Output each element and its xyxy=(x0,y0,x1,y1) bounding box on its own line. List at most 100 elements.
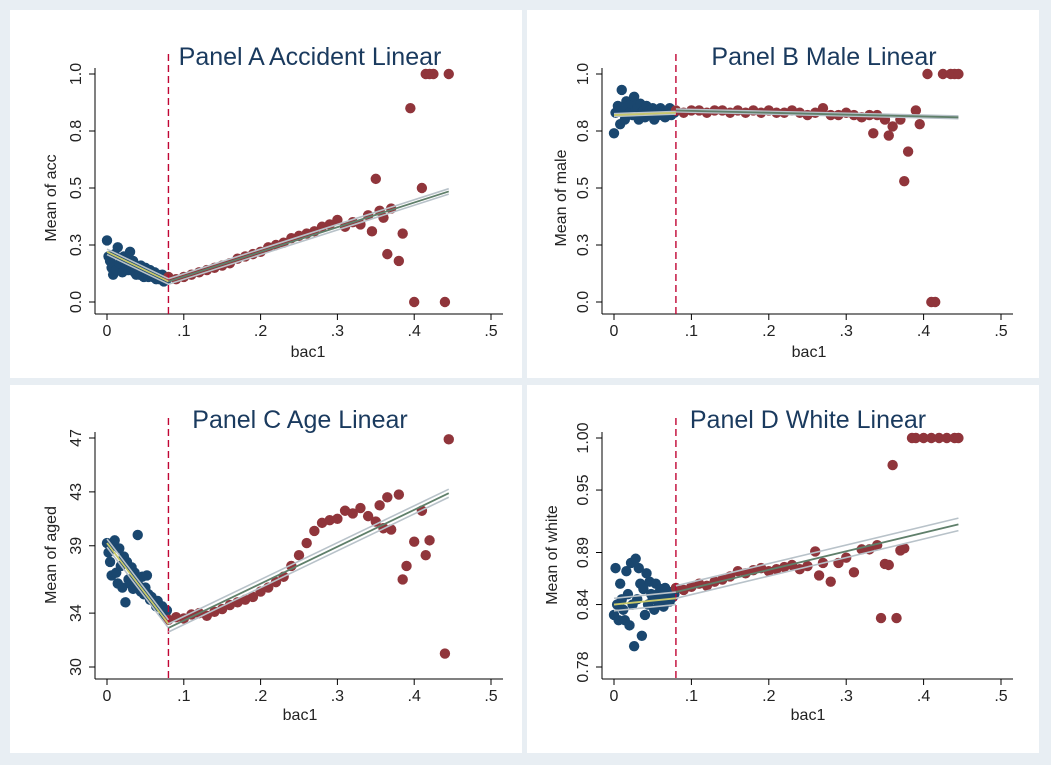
x-tick-label: 0 xyxy=(103,688,112,705)
x-tick-label: 0 xyxy=(103,323,112,340)
data-point-right xyxy=(439,648,451,659)
data-point-left xyxy=(614,578,626,589)
y-tick-label: 1.0 xyxy=(68,63,85,85)
chart-title: Panel C Age Linear xyxy=(192,406,407,434)
y-tick-label: 0.5 xyxy=(575,177,592,199)
panel-a: Panel A Accident Linear bac1 Mean of acc… xyxy=(10,10,522,378)
y-tick-label: 0.0 xyxy=(575,291,592,313)
x-tick-label: .3 xyxy=(840,323,853,340)
data-point-right xyxy=(362,510,374,522)
y-tick-label: 0.89 xyxy=(575,537,592,568)
panel-b: Panel B Male Linear bac1 Mean of male 0.… xyxy=(527,10,1039,378)
y-axis-label: Mean of white xyxy=(544,505,561,605)
data-point-right xyxy=(910,105,922,116)
data-point-right xyxy=(817,103,829,114)
data-point-right xyxy=(397,574,408,585)
y-axis-label: Mean of male xyxy=(553,149,570,246)
data-point-right xyxy=(416,182,428,194)
data-point-right xyxy=(887,121,898,132)
data-point-right xyxy=(424,535,435,546)
fit-line-left-ci xyxy=(613,603,677,612)
y-tick-label: 43 xyxy=(68,483,85,501)
data-point-right xyxy=(439,296,451,308)
data-point-right xyxy=(953,432,964,444)
x-tick-label: .4 xyxy=(917,323,930,340)
fit-line-left-ci xyxy=(106,248,169,280)
chart-panel-a: Panel A Accident Linear bac1 Mean of acc… xyxy=(43,43,503,361)
data-point-right xyxy=(930,296,941,308)
data-point-left xyxy=(641,568,652,579)
data-point-left xyxy=(628,91,640,103)
x-tick-label: .3 xyxy=(331,323,344,340)
x-tick-label: .4 xyxy=(408,323,421,340)
x-tick-label: .1 xyxy=(685,688,698,705)
data-point-left xyxy=(636,630,648,641)
y-tick-label: 0.5 xyxy=(68,177,85,199)
data-point-right xyxy=(899,543,910,554)
data-point-right xyxy=(355,502,366,514)
data-point-right xyxy=(366,226,378,237)
data-point-left xyxy=(639,609,651,621)
data-point-left xyxy=(608,128,620,139)
fit-line-right-ci xyxy=(675,529,959,600)
data-point-right xyxy=(883,130,894,141)
y-tick-label: 0.0 xyxy=(68,291,85,313)
data-point-left xyxy=(141,570,153,581)
data-point-right xyxy=(324,514,335,526)
data-point-right xyxy=(309,525,320,537)
x-tick-label: .5 xyxy=(994,323,1007,340)
x-axis-label: bac1 xyxy=(792,344,827,361)
y-axis-label: Mean of acc xyxy=(43,154,60,241)
data-point-left xyxy=(104,556,116,568)
fit-line-left-ci xyxy=(106,546,170,629)
data-point-right xyxy=(926,432,937,444)
x-tick-label: .1 xyxy=(177,323,190,340)
fit-line-left-ci xyxy=(613,113,676,118)
data-point-left xyxy=(610,562,621,574)
panel-d: Panel D White Linear bac1 Mean of white … xyxy=(527,385,1039,753)
data-point-left xyxy=(630,553,641,564)
y-tick-label: 0.8 xyxy=(68,120,85,142)
fit-line-right xyxy=(168,492,450,629)
data-point-right xyxy=(810,546,821,557)
data-point-left xyxy=(117,582,128,593)
data-point-left xyxy=(112,242,123,253)
data-point-right xyxy=(201,610,213,622)
data-point-left xyxy=(132,529,143,541)
fit-line-right-ci xyxy=(168,488,450,625)
chart-panel-d: Panel D White Linear bac1 Mean of white … xyxy=(544,406,1013,724)
data-point-right xyxy=(332,513,343,525)
data-point-right xyxy=(902,146,914,157)
data-point-right xyxy=(401,560,412,572)
fit-line-right xyxy=(675,109,959,119)
data-point-right xyxy=(374,500,385,511)
y-tick-label: 39 xyxy=(68,537,85,555)
data-point-right xyxy=(914,118,925,130)
fit-line-right-ci xyxy=(675,517,959,587)
data-point-left xyxy=(633,562,644,574)
data-point-right xyxy=(420,549,431,561)
data-point-left xyxy=(101,235,113,246)
data-point-right xyxy=(868,128,879,139)
data-point-right xyxy=(899,175,910,187)
data-point-right xyxy=(293,549,305,561)
fit-line-right-ci xyxy=(168,193,450,285)
x-tick-label: .4 xyxy=(408,688,421,705)
fit-line-right-ci xyxy=(168,496,450,633)
data-point-right xyxy=(393,489,405,500)
y-tick-label: 34 xyxy=(68,604,85,622)
data-point-left xyxy=(616,84,627,96)
y-axis-label: Mean of aged xyxy=(43,506,60,604)
y-tick-label: 0.95 xyxy=(575,474,592,505)
fit-line-left-ci xyxy=(106,253,169,285)
chart-panel-c: Panel C Age Linear bac1 Mean of aged 0 .1… xyxy=(43,406,503,724)
data-point-right xyxy=(813,570,825,581)
x-tick-label: .5 xyxy=(994,688,1007,705)
data-point-right xyxy=(443,434,454,445)
x-tick-label: .3 xyxy=(840,688,853,705)
x-tick-label: .2 xyxy=(254,688,267,705)
data-point-left xyxy=(109,535,120,546)
data-point-left xyxy=(624,620,635,631)
data-point-right xyxy=(217,603,228,615)
data-point-left xyxy=(120,597,131,608)
